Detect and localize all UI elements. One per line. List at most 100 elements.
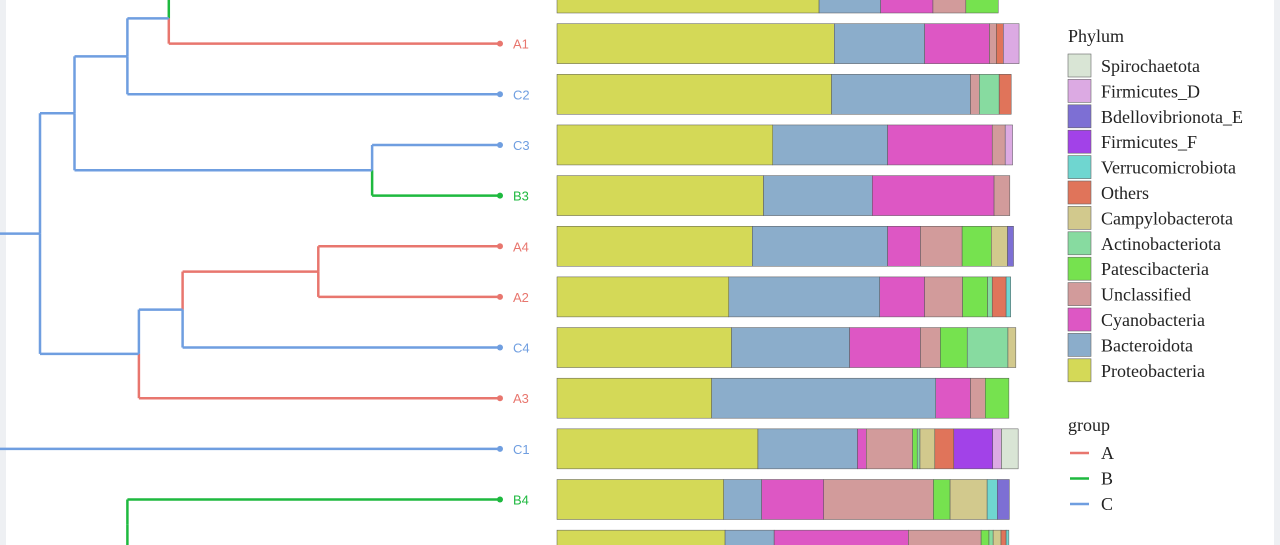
bar-segment-c3-unclassified bbox=[991, 124, 1006, 166]
bar-segment-c4-actinobacteriota bbox=[966, 327, 1009, 368]
legend-label-campylobacterota: Campylobacterota bbox=[1101, 208, 1233, 228]
legend-label-verrucomicrobiota: Verrucomicrobiota bbox=[1101, 158, 1236, 178]
bar-segment-a4-campylobacterota bbox=[991, 226, 1008, 267]
bar-segment-a4-bdellovibrionota_e bbox=[1007, 226, 1014, 267]
legend-swatch-campylobacterota bbox=[1067, 206, 1092, 230]
legend-label-firmicutes_d: Firmicutes_D bbox=[1101, 81, 1200, 101]
legend-label-bacteroidota: Bacteroidota bbox=[1101, 335, 1193, 355]
legend-swatch-proteobacteria bbox=[1067, 358, 1092, 383]
bar-segment-b-others bbox=[1000, 529, 1007, 545]
bar-segment-c2-others bbox=[998, 74, 1012, 115]
legend-swatch-bdellovibrionota_e bbox=[1067, 104, 1092, 129]
legend-swatch-others bbox=[1067, 180, 1092, 205]
legend-swatch-firmicutes_f bbox=[1067, 129, 1092, 154]
bar-segment-b3-cyanobacteria bbox=[872, 175, 995, 216]
legend-title: Phylum bbox=[1068, 26, 1124, 46]
bar-segment-c3-cyanobacteria bbox=[887, 124, 993, 166]
bar-segment-b4-patescibacteria bbox=[933, 479, 951, 520]
legend-label-cyanobacteria: Cyanobacteria bbox=[1101, 310, 1205, 330]
bar-segment-c2-bacteroidota bbox=[831, 74, 971, 115]
leaf-label-a3: A3 bbox=[513, 391, 529, 406]
phylum-legend: Phylum Spirochaetota Firmicutes_D Bdellovib… bbox=[1067, 26, 1243, 383]
dendrogram-leaves: B A1 C2 C3 B3 A4 A2 C4 A3 C1 B4 B bbox=[497, 0, 530, 545]
legend-swatch-bacteroidota bbox=[1067, 333, 1092, 357]
leaf-label-c4: C4 bbox=[513, 341, 530, 356]
leaf-label-b3: B3 bbox=[513, 189, 529, 204]
bar-segment-b-cyanobacteria bbox=[880, 0, 934, 14]
legend-swatch-spirochaetota bbox=[1067, 53, 1092, 78]
legend-swatch-patescibacteria bbox=[1067, 256, 1092, 281]
bar-segment-a4-proteobacteria bbox=[556, 226, 753, 267]
leaf-point-c3 bbox=[497, 141, 503, 148]
bar-segment-a3-patescibacteria bbox=[985, 377, 1010, 419]
bar-segment-c1-unclassified bbox=[866, 428, 913, 470]
bar-segment-b4-verrucomicrobiota bbox=[986, 479, 998, 520]
leaf-point-a3 bbox=[497, 395, 503, 402]
bar-segment-b-verrucomicrobiota bbox=[1005, 529, 1010, 545]
bar-segment-a1-bacteroidota bbox=[834, 23, 925, 64]
legend-swatch-firmicutes_d bbox=[1067, 79, 1092, 103]
leaf-point-b3 bbox=[497, 192, 503, 199]
legend-swatch-unclassified bbox=[1067, 282, 1092, 306]
bar-segment-b-patescibacteria bbox=[965, 0, 999, 14]
legend-label-firmicutes_f: Firmicutes_F bbox=[1101, 132, 1197, 152]
bar-segment-c1-proteobacteria bbox=[556, 428, 759, 470]
leaf-point-b4 bbox=[497, 496, 503, 503]
bar-segment-b-unclassified bbox=[932, 0, 967, 14]
bar-segment-b-unclassified bbox=[908, 529, 982, 545]
bar-segment-a2-unclassified bbox=[924, 276, 963, 318]
bar-segment-a2-bacteroidota bbox=[728, 276, 880, 318]
leaf-label-a4: A4 bbox=[513, 239, 529, 254]
bar-segment-c1-others bbox=[934, 428, 955, 470]
legend-label-proteobacteria: Proteobacteria bbox=[1101, 361, 1205, 381]
bar-segment-c4-cyanobacteria bbox=[849, 327, 921, 368]
bar-segment-c2-unclassified bbox=[970, 74, 980, 115]
leaf-point-c4 bbox=[497, 344, 503, 351]
bar-segment-a4-unclassified bbox=[920, 226, 963, 267]
legend-label-bdellovibrionota_e: Bdellovibrionota_E bbox=[1101, 107, 1243, 127]
bar-segment-b3-unclassified bbox=[993, 175, 1011, 216]
group-legend-label-b: B bbox=[1101, 469, 1113, 489]
leaf-point-c2 bbox=[497, 91, 503, 98]
right-frame-edge bbox=[1274, 0, 1280, 545]
leaf-point-a1 bbox=[497, 40, 503, 47]
bar-segment-a3-cyanobacteria bbox=[935, 377, 971, 419]
bar-segment-a4-bacteroidota bbox=[752, 226, 888, 267]
bar-segment-c1-campylobacterota bbox=[919, 428, 936, 470]
leaf-label-c2: C2 bbox=[513, 87, 530, 102]
legend-label-actinobacteriota: Actinobacteriota bbox=[1101, 234, 1221, 254]
bar-segment-a1-unclassified bbox=[989, 23, 997, 64]
bar-segment-c2-actinobacteriota bbox=[979, 74, 1000, 115]
bar-segment-c1-bacteroidota bbox=[757, 428, 858, 470]
legend-label-spirochaetota: Spirochaetota bbox=[1101, 56, 1200, 76]
bar-segment-b-campylobacterota bbox=[992, 529, 1002, 545]
group-legend: group ABC bbox=[1068, 415, 1114, 514]
bar-segment-c1-firmicutes_f bbox=[953, 428, 993, 470]
bar-segment-a2-others bbox=[991, 276, 1007, 318]
bar-segment-b-proteobacteria bbox=[556, 529, 726, 545]
bar-segment-c1-cyanobacteria bbox=[857, 428, 867, 470]
stacked-bars bbox=[556, 0, 1020, 545]
bar-segment-a2-patescibacteria bbox=[962, 276, 988, 318]
leaf-point-a2 bbox=[497, 293, 503, 300]
legend-label-others: Others bbox=[1101, 183, 1149, 203]
bar-segment-b3-proteobacteria bbox=[556, 175, 764, 216]
bar-segment-c4-proteobacteria bbox=[556, 327, 732, 368]
bar-segment-c3-proteobacteria bbox=[556, 124, 774, 166]
legend-label-unclassified: Unclassified bbox=[1101, 285, 1191, 305]
bar-segment-a4-cyanobacteria bbox=[887, 226, 921, 267]
bar-segment-c3-bacteroidota bbox=[772, 124, 888, 166]
leaf-label-b4: B4 bbox=[513, 493, 529, 508]
bar-segment-c1-actinobacteriota bbox=[916, 428, 921, 470]
bar-segment-c3-firmicutes_d bbox=[1004, 124, 1013, 166]
leaf-label-c1: C1 bbox=[513, 442, 530, 457]
bar-segment-a1-cyanobacteria bbox=[924, 23, 990, 64]
group-legend-title: group bbox=[1068, 415, 1110, 435]
bar-segment-b-bacteroidota bbox=[818, 0, 881, 14]
bar-segment-c1-spirochaetota bbox=[1001, 428, 1019, 470]
bar-segment-a2-verrucomicrobiota bbox=[1005, 276, 1011, 318]
leaf-label-a2: A2 bbox=[513, 290, 529, 305]
bar-segment-a2-proteobacteria bbox=[556, 276, 730, 318]
